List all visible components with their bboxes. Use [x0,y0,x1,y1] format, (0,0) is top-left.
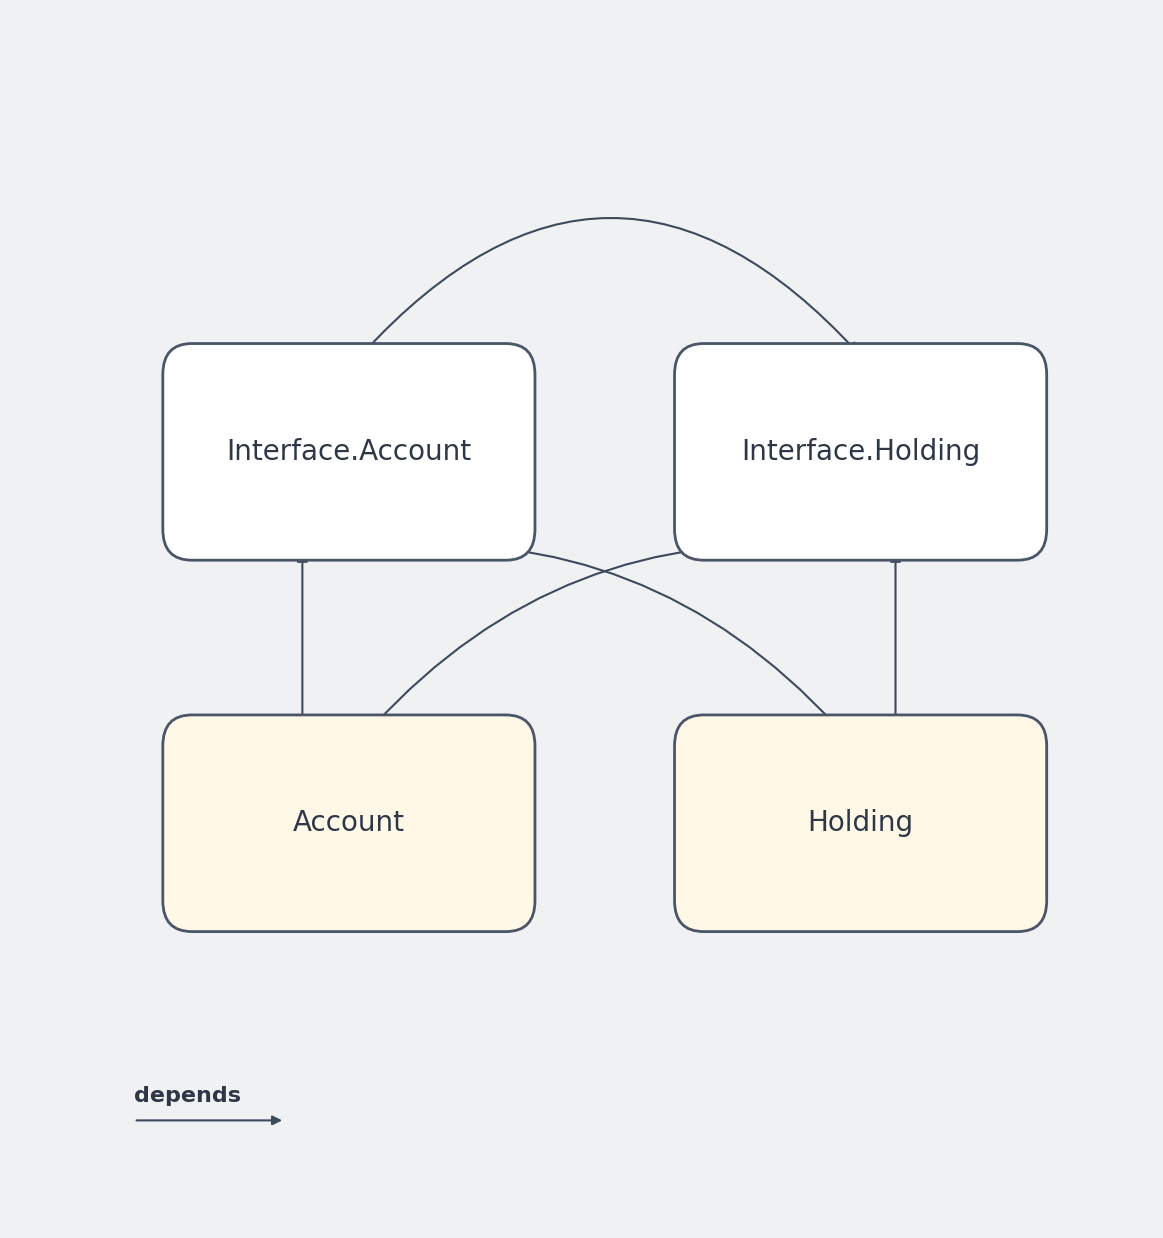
FancyBboxPatch shape [163,716,535,932]
Text: Holding: Holding [807,810,914,837]
FancyArrowPatch shape [298,553,307,724]
Text: Account: Account [293,810,405,837]
FancyArrowPatch shape [136,1117,280,1124]
FancyArrowPatch shape [363,218,857,354]
Text: Interface.Holding: Interface.Holding [741,438,980,465]
FancyArrowPatch shape [374,542,833,725]
Text: Interface.Account: Interface.Account [227,438,471,465]
FancyArrowPatch shape [891,553,900,724]
FancyBboxPatch shape [675,344,1047,561]
FancyBboxPatch shape [675,716,1047,932]
FancyArrowPatch shape [377,542,835,725]
Text: depends: depends [134,1086,241,1106]
FancyBboxPatch shape [163,344,535,561]
